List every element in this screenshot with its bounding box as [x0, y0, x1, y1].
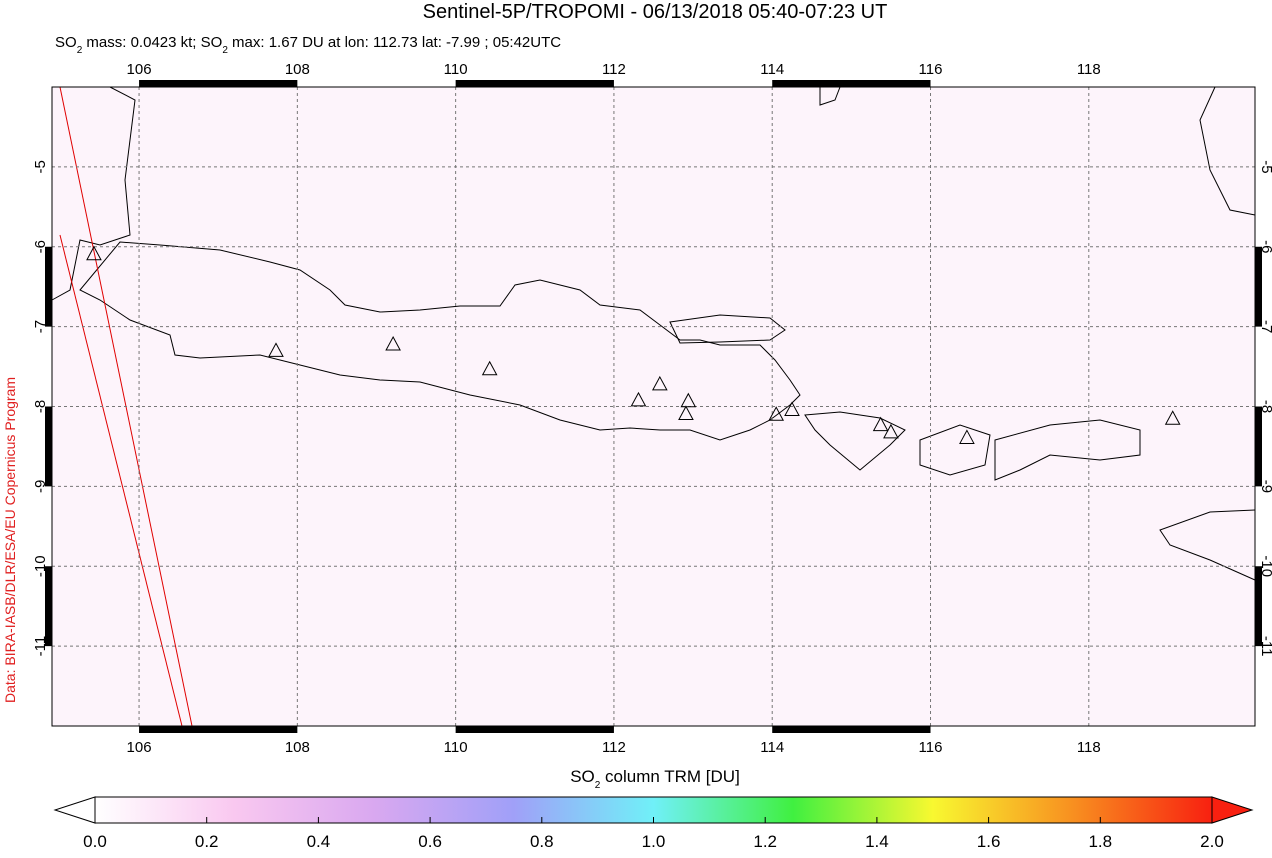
colorbar-tick-label: 1.6 [977, 832, 1001, 851]
volcano [481, 360, 498, 376]
x-tick-label: 114 [760, 61, 784, 78]
x-tick-label: 116 [919, 61, 943, 78]
sumatra [51, 86, 136, 301]
colorbar-over [1211, 796, 1254, 824]
sulawesi [1199, 86, 1256, 216]
volcano [385, 335, 401, 351]
volcano [883, 423, 899, 439]
x-tick-label: 108 [285, 739, 310, 756]
frame-segment [455, 80, 614, 87]
x-tick-label: 118 [1077, 739, 1101, 756]
volcano [1164, 410, 1181, 425]
volcano [268, 342, 284, 357]
y-tick-label: -10 [32, 555, 49, 577]
axes: 106 106 108 108 110 110 112 112 114 114 116 116 118 1… [32, 61, 1272, 756]
y-tick-label: -9 [1258, 480, 1272, 493]
x-tick-label: 108 [285, 61, 310, 78]
java [79, 241, 801, 441]
map-frame [51, 86, 1256, 727]
text-part: max: 1.67 DU at lon: 112.73 lat: -7.99 ;… [228, 34, 561, 51]
sumbawa [994, 419, 1141, 481]
y-tick-label: -7 [1258, 320, 1272, 333]
swath-edge [59, 234, 183, 727]
colorbar-tick-label: 2.0 [1200, 832, 1224, 851]
frame-segment [1255, 566, 1262, 647]
x-tick-label: 110 [444, 739, 468, 756]
colorbar-tick-label: 0.0 [83, 832, 107, 851]
text-part: SO [55, 34, 77, 51]
frame-segment [139, 726, 298, 733]
colorbar-tick-label: 0.8 [530, 832, 554, 851]
volcano [651, 375, 668, 391]
y-tick-label: -5 [32, 160, 49, 173]
colorbar-under [53, 796, 96, 824]
x-tick-label: 116 [919, 739, 943, 756]
lombok [919, 424, 991, 476]
x-tick-label: 110 [444, 61, 468, 78]
coastlines [51, 86, 1256, 581]
colorbar-tick-label: 1.2 [753, 832, 777, 851]
y-tick-label: -5 [1258, 160, 1272, 173]
colorbar-label: SO2 column TRM [DU] [570, 767, 740, 791]
volcano [678, 405, 694, 420]
madura [669, 314, 786, 344]
y-tick-label: -8 [32, 400, 49, 413]
subscript: 2 [77, 45, 83, 56]
x-tick-label: 106 [127, 739, 152, 756]
x-tick-label: 112 [602, 739, 626, 756]
volcano [959, 429, 975, 444]
x-tick-label: 112 [602, 61, 626, 78]
colorbar-tick-label: 0.6 [418, 832, 442, 851]
colorbar-tick-label: 1.4 [865, 832, 889, 851]
y-tick-label: -9 [32, 480, 49, 493]
frame-segment [455, 726, 614, 733]
volcano [630, 391, 647, 407]
subscript: 2 [595, 780, 601, 791]
colorbar-tick-label: 1.0 [642, 832, 666, 851]
volcano [86, 245, 102, 261]
frame-segment [45, 566, 52, 647]
text-part: column TRM [DU] [600, 767, 740, 786]
x-tick-label: 106 [127, 61, 152, 78]
frame-segment [45, 406, 52, 487]
colorbar-tick-label: 1.8 [1088, 832, 1112, 851]
y-tick-label: -6 [32, 240, 49, 253]
x-tick-label: 114 [760, 739, 784, 756]
subscript: 2 [222, 45, 228, 56]
text-part: SO [570, 767, 595, 786]
colorbar-tick-label: 0.4 [307, 832, 331, 851]
frame-segment [772, 80, 931, 87]
x-tick-label: 118 [1077, 61, 1101, 78]
frame-segment [1255, 246, 1262, 327]
volcano [872, 416, 889, 432]
text-part: mass: 0.0423 kt; SO [82, 34, 222, 51]
frame-segment [1255, 406, 1262, 487]
volcano [680, 392, 697, 408]
y-tick-label: -7 [32, 320, 49, 333]
frame-segment [772, 726, 931, 733]
bali [804, 411, 906, 471]
frame-segment [139, 80, 298, 87]
sumba [1159, 509, 1256, 581]
colorbar-tick-label: 0.2 [195, 832, 219, 851]
title: Sentinel-5P/TROPOMI - 06/13/2018 05:40-0… [423, 1, 888, 23]
y-tick-label: -11 [1258, 636, 1272, 657]
volcano [768, 406, 785, 421]
frame-segment [45, 246, 52, 327]
volcano [784, 401, 800, 416]
subtitle: SO2 mass: 0.0423 kt; SO2 max: 1.67 DU at… [55, 34, 561, 56]
credit: Data: BIRA-IASB/DLR/ESA/EU Copernicus Pr… [2, 377, 18, 703]
y-tick-label: -11 [32, 636, 49, 657]
